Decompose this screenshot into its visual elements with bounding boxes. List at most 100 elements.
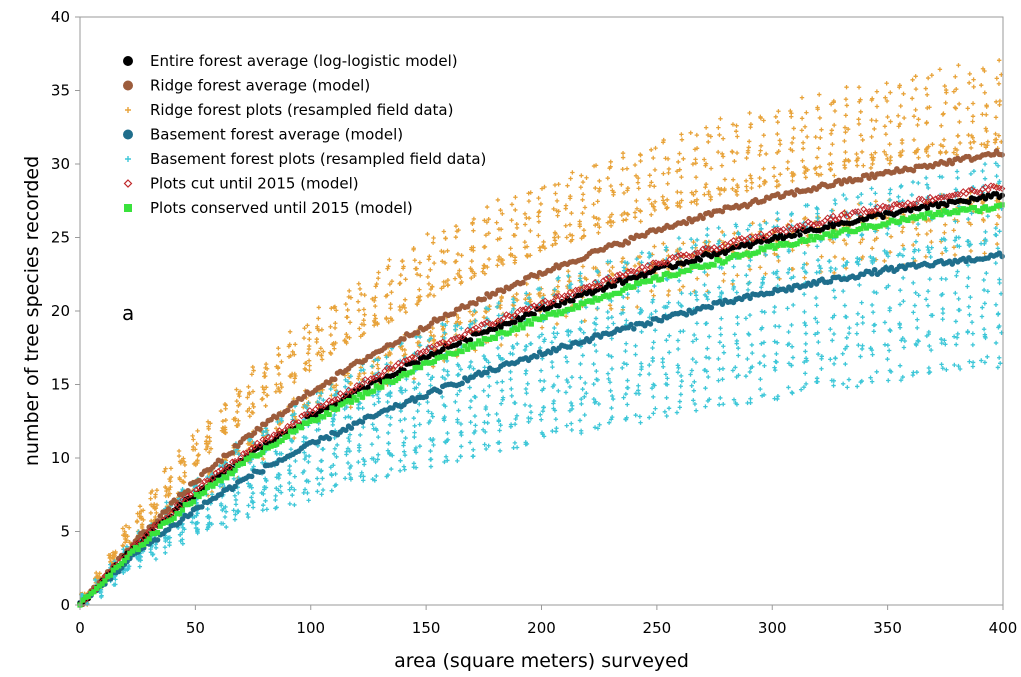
- ridge-plot-point: [542, 184, 547, 190]
- basement-plot-point: [983, 335, 988, 341]
- plots-cut-until-2015-model-point: [483, 318, 491, 326]
- ridge-plot-point: [347, 335, 352, 340]
- basement-plot-point: [397, 468, 403, 473]
- ridge-plot-point: [287, 329, 293, 334]
- ridge-plot-point: [579, 173, 584, 178]
- ridge-plot-point: [774, 178, 780, 184]
- basement-plot-point: [943, 246, 948, 251]
- plots-cut-until-2015-model-point: [735, 235, 743, 243]
- ridge-plot-point: [841, 238, 847, 243]
- ridge-plot-point: [153, 494, 158, 500]
- ridge-forest-average-model-point: [157, 513, 164, 519]
- ridge-plot-point: [260, 396, 265, 401]
- basement-plot-point: [661, 364, 666, 369]
- ridge-plot-point: [957, 119, 962, 125]
- plots-conserved-until-2015-model-point: [514, 326, 521, 333]
- ridge-plot-point: [966, 132, 971, 138]
- plots-cut-until-2015-model-point: [184, 492, 192, 500]
- basement-plot-point: [874, 290, 879, 296]
- basement-plot-point: [609, 354, 614, 359]
- ridge-plot-point: [653, 145, 658, 151]
- ridge-plot-point: [915, 122, 920, 128]
- ridge-plot-point: [913, 86, 919, 92]
- ridge-plot-point: [385, 293, 390, 298]
- ridge-plot-point: [609, 212, 615, 217]
- basement-plot-point: [952, 362, 957, 368]
- plots-conserved-until-2015-model-point: [193, 491, 199, 498]
- ridge-plot-point: [120, 526, 126, 531]
- ridge-plot-point: [776, 109, 781, 114]
- basement-plot-point: [496, 300, 501, 306]
- basement-plot-point: [564, 329, 570, 334]
- ridge-plot-point: [888, 234, 894, 239]
- basement-plot-point: [331, 451, 337, 457]
- ridge-plot-point: [471, 228, 476, 233]
- basement-plot-point: [789, 322, 794, 328]
- basement-plot-point: [930, 313, 935, 318]
- ridge-plot-point: [345, 307, 350, 313]
- ridge-plot-point: [800, 140, 806, 145]
- plots-cut-until-2015-model-point: [350, 386, 358, 394]
- basement-plot-point: [621, 294, 626, 300]
- basement-plot-point: [801, 384, 807, 390]
- basement-plot-point: [455, 372, 460, 378]
- basement-plot-point: [790, 390, 795, 396]
- basement-plot-point: [467, 440, 473, 445]
- basement-plot-point: [859, 378, 865, 384]
- ridge-plot-point: [370, 371, 375, 376]
- basement-plot-point: [733, 365, 738, 370]
- ridge-plot-point: [984, 103, 989, 108]
- plots-cut-until-2015-model-point: [256, 441, 264, 449]
- ridge-plot-point: [900, 243, 906, 248]
- basement-plot-point: [882, 342, 888, 347]
- basement-plot-point: [593, 348, 599, 354]
- basement-plot-point: [428, 448, 433, 454]
- ridge-plot-point: [582, 205, 588, 210]
- plots-conserved-until-2015-model-point: [307, 418, 313, 424]
- ridge-plot-point: [597, 224, 602, 230]
- basement-plot-point: [840, 351, 845, 356]
- basement-plot-point: [609, 315, 615, 320]
- basement-plot-point: [870, 310, 876, 315]
- basement-plot-point: [846, 233, 851, 238]
- basement-plot-point: [704, 369, 709, 374]
- ridge-forest-average-model-point: [858, 177, 864, 183]
- ridge-plot-point: [916, 232, 921, 237]
- ridge-forest-average-model-point: [257, 426, 263, 432]
- basement-plot-point: [638, 420, 643, 425]
- ridge-plot-point: [452, 276, 458, 281]
- ridge-plot-point: [307, 330, 312, 335]
- basement-plot-point: [663, 381, 669, 387]
- ridge-plot-point: [93, 570, 99, 576]
- ridge-plot-point: [577, 221, 582, 227]
- basement-plot-point: [622, 260, 628, 265]
- ridge-plot-point: [417, 260, 423, 265]
- ridge-plot-point: [234, 423, 239, 428]
- basement-plot-point: [180, 487, 185, 492]
- basement-forest-average-model-point: [869, 271, 875, 277]
- ridge-plot-point: [307, 337, 312, 342]
- basement-plot-point: [786, 329, 791, 335]
- plots-conserved-until-2015-model-point: [478, 341, 485, 347]
- basement-plot-point: [939, 276, 944, 281]
- basement-plot-point: [693, 289, 698, 295]
- basement-plot-point: [550, 428, 555, 434]
- ridge-plot-point: [319, 327, 325, 332]
- plots-conserved-until-2015-model-point: [276, 439, 282, 445]
- basement-plot-point: [498, 357, 504, 362]
- basement-plot-point: [788, 276, 794, 281]
- plots-cut-until-2015-model-point: [201, 477, 208, 485]
- ridge-forest-average-model-point: [481, 296, 488, 302]
- plots-cut-until-2015-model-point: [270, 431, 278, 438]
- ridge-plot-point: [265, 393, 270, 398]
- ridge-plot-point: [481, 263, 487, 268]
- ridge-plot-point: [276, 346, 281, 351]
- basement-plot-point: [868, 375, 873, 380]
- ridge-plot-point: [677, 151, 682, 156]
- ridge-plot-point: [373, 303, 378, 309]
- basement-plot-point: [981, 287, 987, 293]
- basement-plot-point: [180, 530, 185, 535]
- ridge-plot-point: [763, 271, 768, 276]
- basement-plot-point: [954, 273, 959, 278]
- basement-plot-point: [625, 402, 630, 407]
